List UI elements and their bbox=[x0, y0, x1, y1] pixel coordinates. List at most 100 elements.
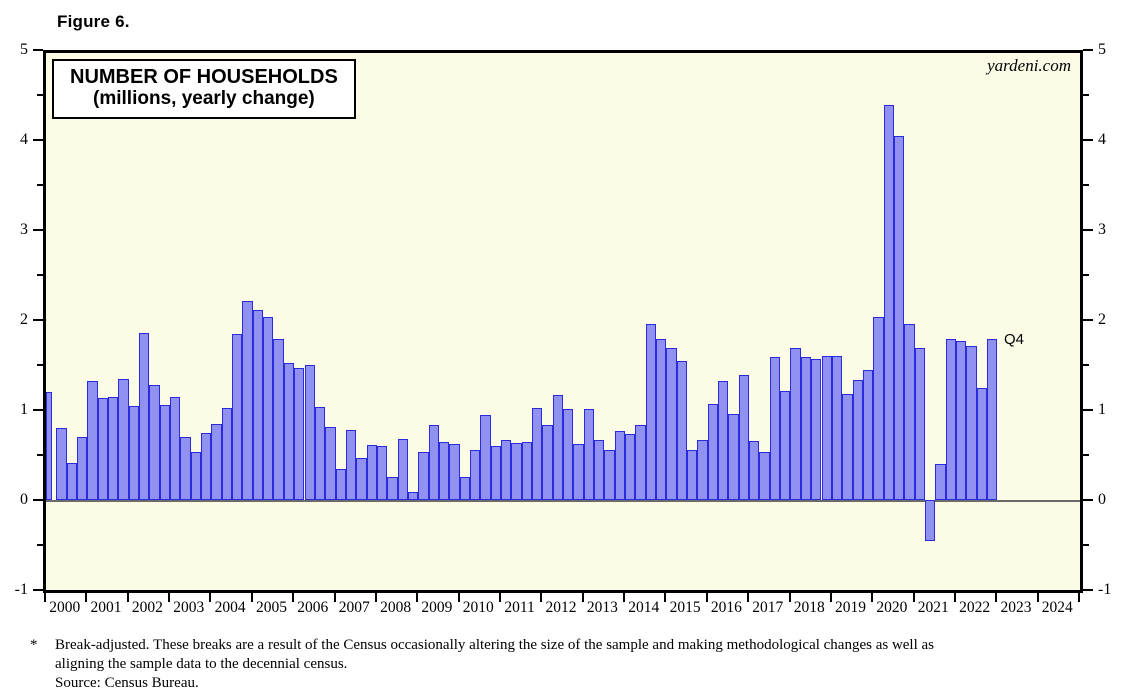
x-year-tick bbox=[995, 593, 998, 602]
x-year-tick bbox=[871, 593, 874, 602]
x-year-label: 2011 bbox=[504, 599, 535, 616]
bar bbox=[438, 441, 450, 500]
bar bbox=[263, 317, 274, 500]
bar bbox=[46, 392, 52, 500]
y-axis-label-right: 5 bbox=[1098, 41, 1106, 58]
y-minor-tick-left bbox=[37, 184, 43, 186]
x-year-tick bbox=[540, 593, 543, 602]
bar bbox=[345, 429, 357, 500]
bar bbox=[521, 441, 532, 500]
bar bbox=[77, 437, 88, 500]
bar bbox=[790, 347, 801, 500]
bar bbox=[738, 374, 750, 500]
y-axis-label-right: -1 bbox=[1098, 581, 1112, 598]
bar bbox=[221, 408, 233, 500]
bar bbox=[97, 398, 109, 500]
footnote-text: Break-adjusted. These breaks are a resul… bbox=[55, 636, 1120, 693]
y-minor-tick-left bbox=[37, 94, 43, 96]
bar bbox=[356, 457, 367, 500]
x-year-tick bbox=[912, 593, 915, 602]
x-year-label: 2001 bbox=[90, 599, 122, 616]
y-minor-tick-left bbox=[37, 544, 43, 546]
plot-inner: Q4 yardeni.com NUMBER OF HOUSEHOLDS (mil… bbox=[46, 53, 1080, 590]
bar bbox=[366, 445, 377, 500]
y-major-tick-left bbox=[33, 139, 43, 141]
bar bbox=[108, 397, 119, 500]
x-year-label: 2024 bbox=[1041, 599, 1073, 616]
x-year-label: 2016 bbox=[710, 599, 742, 616]
bar bbox=[935, 464, 946, 500]
x-year-tick bbox=[623, 593, 625, 602]
x-year-tick bbox=[416, 593, 419, 602]
bar bbox=[749, 440, 760, 500]
bar bbox=[821, 356, 832, 500]
x-year-tick bbox=[44, 593, 46, 602]
y-minor-tick-right bbox=[1083, 454, 1089, 456]
x-year-tick bbox=[747, 593, 750, 602]
x-year-label: 2004 bbox=[214, 599, 246, 616]
y-major-tick-right bbox=[1083, 589, 1093, 591]
bar bbox=[428, 425, 439, 500]
y-major-tick-left bbox=[33, 49, 43, 51]
x-year-tick bbox=[705, 593, 708, 602]
x-year-tick bbox=[499, 593, 501, 602]
q4-annotation: Q4 bbox=[1004, 331, 1025, 348]
y-major-tick-right bbox=[1083, 139, 1093, 141]
bar bbox=[811, 358, 822, 500]
bar bbox=[180, 437, 191, 500]
y-axis-label-left: 2 bbox=[20, 311, 28, 328]
y-major-tick-left bbox=[33, 499, 43, 501]
x-year-label: 2022 bbox=[959, 599, 991, 616]
bar bbox=[418, 452, 429, 500]
footnote-marker: * bbox=[30, 637, 38, 653]
x-year-label: 2010 bbox=[462, 599, 494, 616]
y-minor-tick-right bbox=[1083, 364, 1089, 366]
y-axis-label-right: 0 bbox=[1098, 491, 1106, 508]
bar bbox=[697, 439, 708, 500]
footnote-source: Source: Census Bureau. bbox=[55, 675, 199, 691]
x-year-tick bbox=[85, 593, 88, 602]
x-year-tick bbox=[250, 593, 253, 602]
x-year-label: 2007 bbox=[338, 599, 370, 616]
bar bbox=[852, 380, 863, 500]
bar bbox=[893, 136, 905, 500]
y-minor-tick-right bbox=[1083, 94, 1089, 96]
y-minor-tick-right bbox=[1083, 274, 1089, 276]
chart-title: NUMBER OF HOUSEHOLDS bbox=[70, 66, 338, 88]
bar bbox=[904, 323, 915, 500]
bar bbox=[552, 394, 563, 500]
bar bbox=[480, 414, 491, 500]
bar bbox=[500, 439, 512, 500]
x-year-tick bbox=[829, 593, 832, 602]
y-major-tick-right bbox=[1083, 319, 1093, 321]
footnote: * Break-adjusted. These breaks are a res… bbox=[30, 636, 1120, 693]
bar bbox=[676, 361, 688, 500]
y-major-tick-right bbox=[1083, 409, 1093, 411]
bar bbox=[635, 425, 646, 500]
bar bbox=[759, 452, 770, 500]
x-year-label: 2023 bbox=[1000, 599, 1032, 616]
bar bbox=[945, 338, 956, 500]
x-year-label: 2015 bbox=[669, 599, 701, 616]
bar bbox=[862, 370, 874, 500]
watermark-yardeni: yardeni.com bbox=[987, 56, 1071, 75]
x-year-tick bbox=[374, 593, 377, 602]
y-axis-label-left: -1 bbox=[14, 581, 28, 598]
x-year-tick bbox=[333, 593, 336, 602]
y-major-tick-left bbox=[33, 409, 43, 411]
bar bbox=[976, 387, 987, 500]
bar bbox=[211, 424, 222, 500]
bar bbox=[573, 444, 584, 500]
bar bbox=[159, 404, 171, 500]
x-year-tick bbox=[1036, 593, 1039, 602]
x-year-tick bbox=[788, 593, 791, 602]
y-axis-label-left: 5 bbox=[20, 41, 28, 58]
y-major-tick-left bbox=[33, 589, 43, 591]
x-year-label: 2019 bbox=[835, 599, 866, 616]
bar bbox=[325, 427, 336, 500]
bar bbox=[707, 403, 719, 500]
y-axis-label-right: 3 bbox=[1098, 221, 1106, 238]
bar bbox=[128, 406, 140, 500]
bar bbox=[966, 346, 977, 500]
bar bbox=[469, 449, 481, 500]
